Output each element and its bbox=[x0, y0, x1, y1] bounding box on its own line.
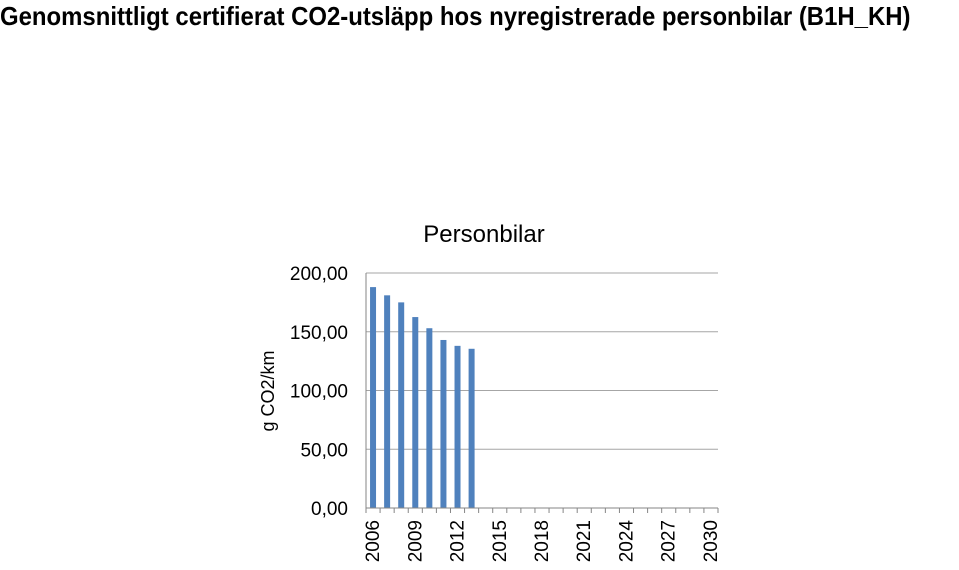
bar-2009 bbox=[412, 317, 419, 508]
x-tick-label: 2030 bbox=[701, 520, 722, 562]
gridlines bbox=[366, 272, 718, 450]
bar-2006 bbox=[370, 287, 377, 508]
x-tick-label: 2018 bbox=[532, 520, 553, 562]
y-tick-label: 100,00 bbox=[290, 382, 348, 403]
y-tick-label: 0,00 bbox=[311, 499, 348, 520]
y-axis-label: g CO2/km bbox=[258, 350, 278, 431]
x-tick-label: 2021 bbox=[574, 520, 595, 562]
bar-2010 bbox=[426, 328, 433, 508]
y-tick-labels: 0,00 50,00 100,00 150,00 200,00 bbox=[290, 264, 348, 520]
bar-2007 bbox=[384, 295, 391, 508]
bar-2008 bbox=[398, 302, 405, 508]
x-tick-label: 2009 bbox=[405, 520, 426, 562]
bars bbox=[370, 287, 475, 508]
y-tick-label: 50,00 bbox=[300, 440, 348, 461]
x-tick-label: 2024 bbox=[616, 520, 637, 563]
y-tick-label: 150,00 bbox=[290, 323, 348, 344]
x-tick-label: 2027 bbox=[659, 520, 680, 562]
bar-2012 bbox=[454, 345, 461, 508]
x-tick-label: 2012 bbox=[448, 520, 469, 562]
page-title: Genomsnittligt certifierat CO2-utsläpp h… bbox=[0, 1, 911, 31]
bar-2011 bbox=[440, 339, 447, 508]
x-tick-label: 2006 bbox=[363, 520, 384, 562]
axes bbox=[365, 273, 719, 513]
x-tick-labels: 2006 2009 2012 2015 2018 2021 2024 2027 2030 bbox=[363, 520, 722, 563]
x-tick-label: 2015 bbox=[490, 520, 511, 562]
y-tick-label: 200,00 bbox=[290, 264, 348, 285]
chart-title: Personbilar bbox=[423, 221, 544, 248]
bar-2013 bbox=[468, 348, 475, 508]
